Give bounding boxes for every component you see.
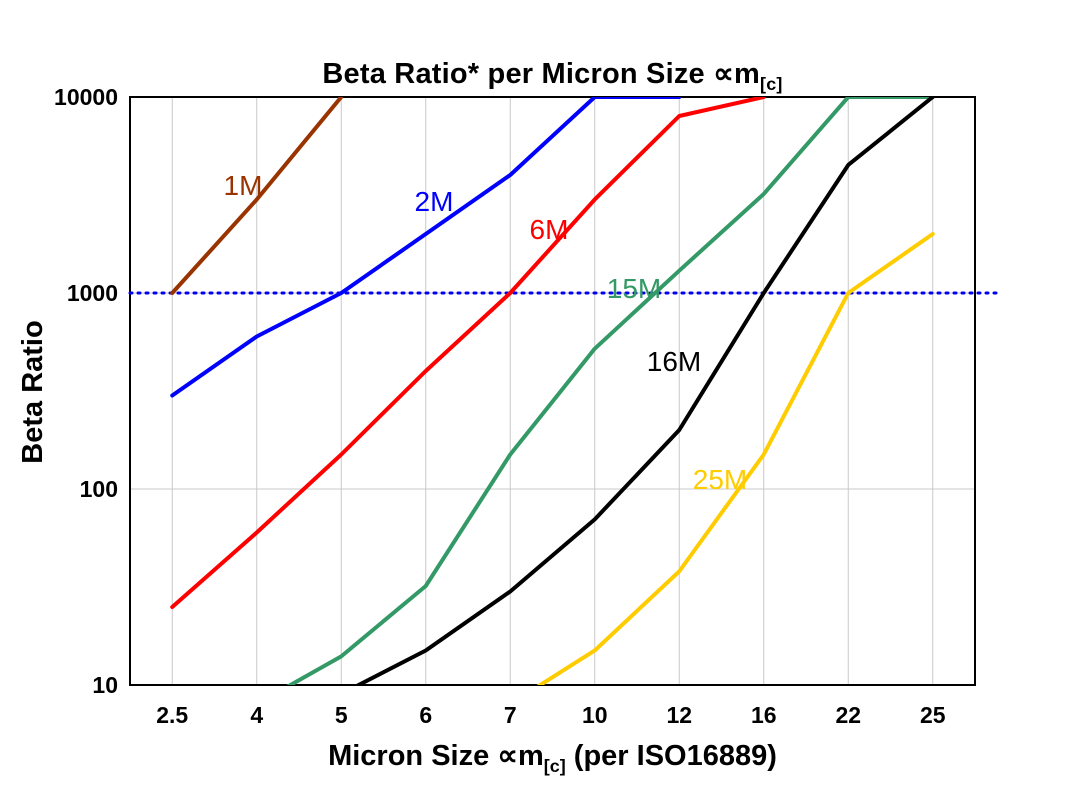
chart-title-text: Beta Ratio* per Micron Size ∝m [322, 58, 761, 90]
series-label-16M: 16M [647, 346, 701, 377]
series-line-16M [354, 97, 935, 685]
series-label-2M: 2M [415, 186, 454, 217]
y-tick-label: 10000 [54, 84, 118, 110]
chart-title: Beta Ratio* per Micron Size ∝m[c] [130, 56, 975, 95]
y-tick-label: 100 [80, 476, 118, 502]
x-axis-title: Micron Size ∝m[c] (per ISO16889) [130, 738, 975, 777]
x-tick-label: 22 [835, 702, 861, 728]
y-tick-label: 1000 [67, 280, 118, 306]
x-tick-label: 25 [920, 702, 946, 728]
series-label-25M: 25M [693, 464, 747, 495]
chart-title-subscript: [c] [760, 73, 783, 94]
series-line-1M [170, 97, 344, 295]
x-tick-label: 12 [666, 702, 692, 728]
x-tick-label: 2.5 [156, 702, 188, 728]
series-label-15M: 15M [607, 273, 661, 304]
x-tick-label: 16 [751, 702, 777, 728]
x-tick-label: 4 [250, 702, 263, 728]
x-axis-title-subscript: [c] [543, 755, 566, 776]
x-tick-label: 6 [419, 702, 432, 728]
x-tick-label: 7 [504, 702, 517, 728]
series-line-25M [536, 231, 935, 685]
x-axis-title-suffix: (per ISO16889) [565, 740, 777, 772]
series-label-1M: 1M [224, 170, 263, 201]
x-tick-label: 5 [335, 702, 348, 728]
x-tick-label: 10 [582, 702, 608, 728]
plot-border [129, 96, 976, 686]
x-axis-title-text: Micron Size ∝m [328, 740, 544, 772]
series-line-6M [170, 97, 766, 610]
series-line-15M [286, 97, 935, 685]
series-line-2M [170, 97, 682, 398]
series-label-6M: 6M [530, 214, 569, 245]
y-tick-label: 10 [92, 672, 118, 698]
